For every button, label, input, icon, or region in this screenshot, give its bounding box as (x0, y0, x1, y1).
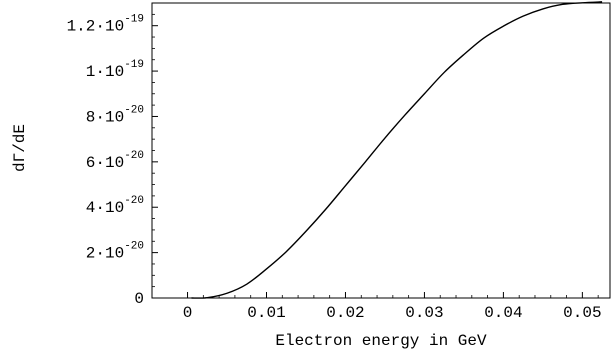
y-tick-label: 8·10-20 (86, 104, 144, 126)
y-tick-label: 2·10-20 (86, 241, 144, 263)
y-tick-label: 1.2·10-19 (67, 14, 144, 36)
y-axis-ticks: 0 2·10-20 4·10-20 6·10-20 8·10-20 1·10-19 1.2·… (67, 2, 158, 308)
x-tick-label: 0 (183, 304, 193, 322)
y-tick-label: 1·10-19 (86, 59, 144, 81)
y-axis-label: dΓ/dE (11, 124, 29, 172)
x-tick-label: 0.02 (326, 304, 364, 322)
y-tick-label: 4·10-20 (86, 195, 144, 217)
x-tick-label: 0.05 (563, 304, 601, 322)
x-tick-label: 0.04 (484, 304, 522, 322)
x-axis-label: Electron energy in GeV (275, 332, 487, 350)
series-group (191, 1, 603, 299)
x-tick-label: 0.03 (405, 304, 443, 322)
x-tick-label: 0.01 (247, 304, 285, 322)
series-line (191, 1, 603, 299)
y-tick-label: 0 (134, 290, 144, 308)
plot-frame (151, 2, 611, 299)
y-tick-label: 6·10-20 (86, 150, 144, 172)
plot-area-border (151, 2, 611, 299)
x-axis-ticks: 0 0.01 0.02 0.03 0.04 0.05 (183, 292, 602, 322)
